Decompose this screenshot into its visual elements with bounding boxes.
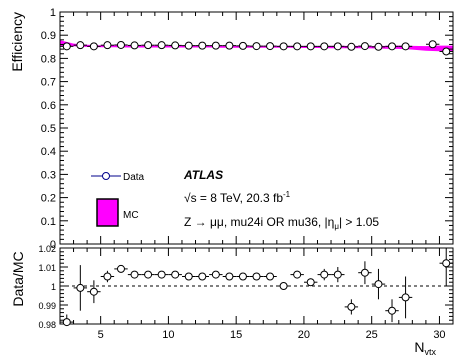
energy-lumi-main: √s = 8 TeV, 20.3 fb	[184, 191, 283, 205]
data-point	[333, 42, 342, 51]
main-y-axis-title: Efficiency	[9, 12, 25, 72]
ratio-point	[130, 270, 139, 279]
data-point	[360, 42, 369, 51]
ratio-point	[306, 278, 315, 287]
ratio-y-tick-label: 0.98	[38, 320, 56, 330]
data-point	[211, 41, 220, 50]
x-axis-title-main: N	[414, 339, 424, 355]
data-point	[144, 41, 153, 50]
data-point	[293, 42, 302, 51]
main-y-tick-label: 0.2	[41, 193, 56, 205]
ratio-point	[157, 270, 166, 279]
x-axis-title-subscript: vtx	[424, 347, 436, 356]
data-point	[103, 41, 112, 50]
data-point	[428, 40, 437, 49]
legend: Data MC	[91, 172, 145, 227]
ratio-point	[279, 282, 288, 290]
data-point	[320, 42, 329, 51]
energy-lumi-label: √s = 8 TeV, 20.3 fb-1	[184, 190, 291, 205]
x-axis-title: Nvtx	[414, 339, 436, 356]
data-point	[89, 42, 98, 51]
ratio-point	[388, 306, 397, 315]
ratio-point	[266, 272, 275, 281]
main-y-tick-label: 0.1	[41, 216, 56, 228]
ratio-point	[374, 280, 383, 289]
data-point	[442, 47, 451, 56]
ratio-y-tick-label: 0.99	[38, 301, 56, 311]
selection-tail: | > 1.05	[339, 215, 379, 229]
ratio-x-tick-label: 30	[433, 329, 445, 341]
ratio-point	[171, 270, 180, 279]
eta-subscript: μ	[334, 222, 339, 231]
ratio-point	[333, 270, 342, 279]
data-point	[198, 41, 207, 50]
ratio-x-tick-label: 5	[98, 329, 104, 341]
selection-main: Z → μμ, mu24i OR mu36, |η	[184, 215, 334, 229]
ratio-y-tick-label: 1.02	[38, 244, 56, 254]
legend-data-label: Data	[123, 172, 145, 183]
data-point	[116, 40, 125, 49]
data-point	[266, 42, 275, 51]
main-y-tick-label: 0.5	[41, 123, 56, 135]
main-y-tick-label: 0.8	[41, 53, 56, 65]
data-point	[184, 41, 193, 50]
ratio-y-axis-title: Data/MC	[10, 251, 26, 306]
data-point	[238, 41, 247, 50]
legend-mc-label: MC	[123, 210, 139, 221]
data-point	[130, 41, 139, 50]
main-y-tick-label: 0.9	[41, 30, 56, 42]
ratio-y-tick-label: 1	[51, 282, 56, 292]
ratio-point	[198, 272, 207, 281]
data-point	[157, 41, 166, 50]
ratio-point	[184, 272, 193, 281]
ratio-point	[252, 272, 261, 281]
ratio-point	[225, 272, 234, 281]
ratio-point	[347, 302, 356, 311]
main-y-tick-label: 1	[50, 7, 56, 19]
data-point	[279, 42, 288, 51]
main-panel: 0 0.1 0.2 0.3 0.4 0.5 0.6 0.7 0.8 0.9 1	[41, 7, 454, 251]
ratio-point	[401, 293, 410, 302]
data-point	[171, 41, 180, 50]
ratio-point	[360, 268, 369, 277]
ratio-point	[89, 287, 98, 296]
ratio-x-tick-label: 15	[230, 329, 242, 341]
ratio-point	[238, 272, 247, 281]
ratio-point	[62, 318, 71, 327]
ratio-point	[442, 259, 451, 268]
main-y-tick-label: 0.6	[41, 100, 56, 112]
main-y-tick-label: 0.3	[41, 169, 56, 181]
legend-mc-swatch	[96, 198, 119, 227]
data-point	[76, 41, 85, 50]
ratio-point	[116, 264, 125, 273]
main-y-tick-label: 0.4	[41, 146, 56, 158]
data-point	[374, 42, 383, 51]
data-point	[306, 42, 315, 51]
ratio-x-tick-label: 10	[162, 329, 174, 341]
legend-data-marker	[102, 172, 110, 180]
data-point	[252, 42, 261, 51]
data-point	[388, 42, 397, 51]
data-point	[401, 42, 410, 51]
ratio-point	[211, 270, 220, 279]
data-point	[225, 41, 234, 50]
ratio-point	[320, 270, 329, 279]
ratio-point	[144, 270, 153, 279]
ratio-x-tick-label: 20	[298, 329, 310, 341]
ratio-x-tick-label: 25	[366, 329, 378, 341]
main-y-tick-label: 0.7	[41, 77, 56, 89]
atlas-label: ATLAS	[183, 168, 223, 182]
lumi-unit-superscript: -1	[283, 190, 291, 199]
ratio-y-tick-label: 1.01	[38, 263, 56, 273]
ratio-point	[76, 283, 85, 292]
selection-label: Z → μμ, mu24i OR mu36, |ημ| > 1.05	[184, 215, 379, 231]
main-y-tick-label: 0	[50, 239, 56, 251]
data-point	[62, 42, 71, 51]
data-point	[347, 42, 356, 51]
ratio-point	[293, 270, 302, 279]
ratio-point	[103, 272, 112, 281]
ratio-panel: 0.98 0.99 1 1.01 1.02 5 10 15 20 25 30	[38, 244, 454, 341]
